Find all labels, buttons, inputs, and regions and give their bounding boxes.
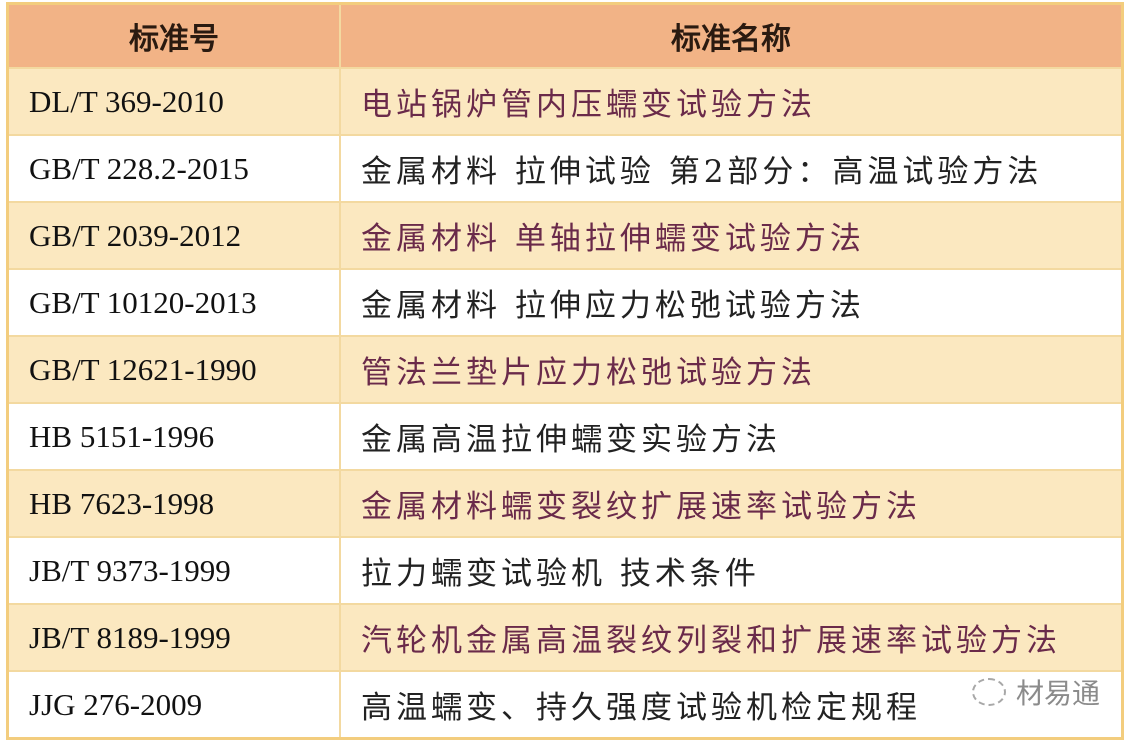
table-row: GB/T 10120-2013 金属材料 拉伸应力松弛试验方法 <box>6 268 1124 337</box>
standard-code: JB/T 8189-1999 <box>6 603 341 672</box>
watermark: 材易通 <box>971 672 1100 712</box>
standard-name: 金属材料 拉伸应力松弛试验方法 <box>339 268 1124 337</box>
standard-name: 金属材料 拉伸试验 第2部分：高温试验方法 <box>339 134 1124 203</box>
wechat-icon <box>971 678 1006 706</box>
header-standard-name: 标准名称 <box>339 2 1124 69</box>
standard-name: 金属高温拉伸蠕变实验方法 <box>339 402 1124 471</box>
standards-table: 标准号 标准名称 DL/T 369-2010 电站锅炉管内压蠕变试验方法 GB/T … <box>6 2 1124 740</box>
table-row: JB/T 8189-1999 汽轮机金属高温裂纹列裂和扩展速率试验方法 <box>6 603 1124 672</box>
table-row: GB/T 228.2-2015 金属材料 拉伸试验 第2部分：高温试验方法 <box>6 134 1124 203</box>
header-row: 标准号 标准名称 <box>6 2 1124 69</box>
standard-code: DL/T 369-2010 <box>6 67 341 136</box>
standard-code: GB/T 12621-1990 <box>6 335 341 404</box>
standard-code: GB/T 10120-2013 <box>6 268 341 337</box>
standard-code: GB/T 2039-2012 <box>6 201 341 270</box>
watermark-text: 材易通 <box>1015 677 1100 710</box>
header-standard-code: 标准号 <box>6 2 341 69</box>
table-row: HB 7623-1998 金属材料蠕变裂纹扩展速率试验方法 <box>6 469 1124 538</box>
standard-code: HB 5151-1996 <box>6 402 341 471</box>
table-row: HB 5151-1996 金属高温拉伸蠕变实验方法 <box>6 402 1124 471</box>
table-row: JJG 276-2009 高温蠕变、持久强度试验机检定规程 <box>6 670 1124 740</box>
table-row: GB/T 2039-2012 金属材料 单轴拉伸蠕变试验方法 <box>6 201 1124 270</box>
table-row: DL/T 369-2010 电站锅炉管内压蠕变试验方法 <box>6 67 1124 136</box>
standard-name: 汽轮机金属高温裂纹列裂和扩展速率试验方法 <box>339 603 1124 672</box>
standard-name: 电站锅炉管内压蠕变试验方法 <box>339 67 1124 136</box>
standard-name: 拉力蠕变试验机 技术条件 <box>339 536 1124 605</box>
standard-code: JB/T 9373-1999 <box>6 536 341 605</box>
standard-code: HB 7623-1998 <box>6 469 341 538</box>
standard-name: 管法兰垫片应力松弛试验方法 <box>339 335 1124 404</box>
standard-name: 金属材料蠕变裂纹扩展速率试验方法 <box>339 469 1124 538</box>
standard-code: JJG 276-2009 <box>6 670 341 740</box>
standard-code: GB/T 228.2-2015 <box>6 134 341 203</box>
table-row: JB/T 9373-1999 拉力蠕变试验机 技术条件 <box>6 536 1124 605</box>
standard-name: 金属材料 单轴拉伸蠕变试验方法 <box>339 201 1124 270</box>
table-row: GB/T 12621-1990 管法兰垫片应力松弛试验方法 <box>6 335 1124 404</box>
